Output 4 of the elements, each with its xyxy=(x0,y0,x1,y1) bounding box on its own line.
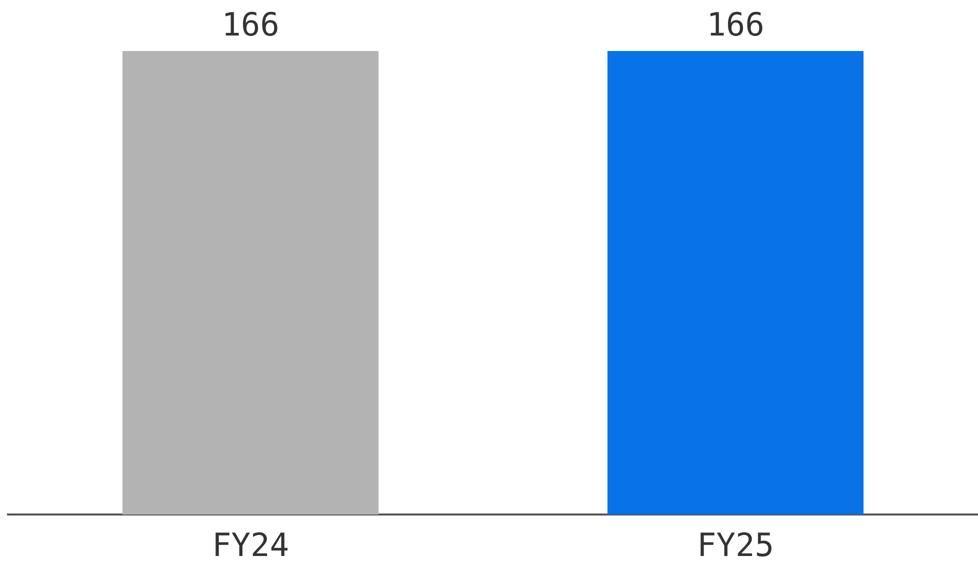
data-label: 166 xyxy=(222,5,280,44)
x-tick-label: FY25 xyxy=(696,526,774,564)
x-tick-label: FY24 xyxy=(212,526,290,564)
data-label: 166 xyxy=(706,5,764,44)
